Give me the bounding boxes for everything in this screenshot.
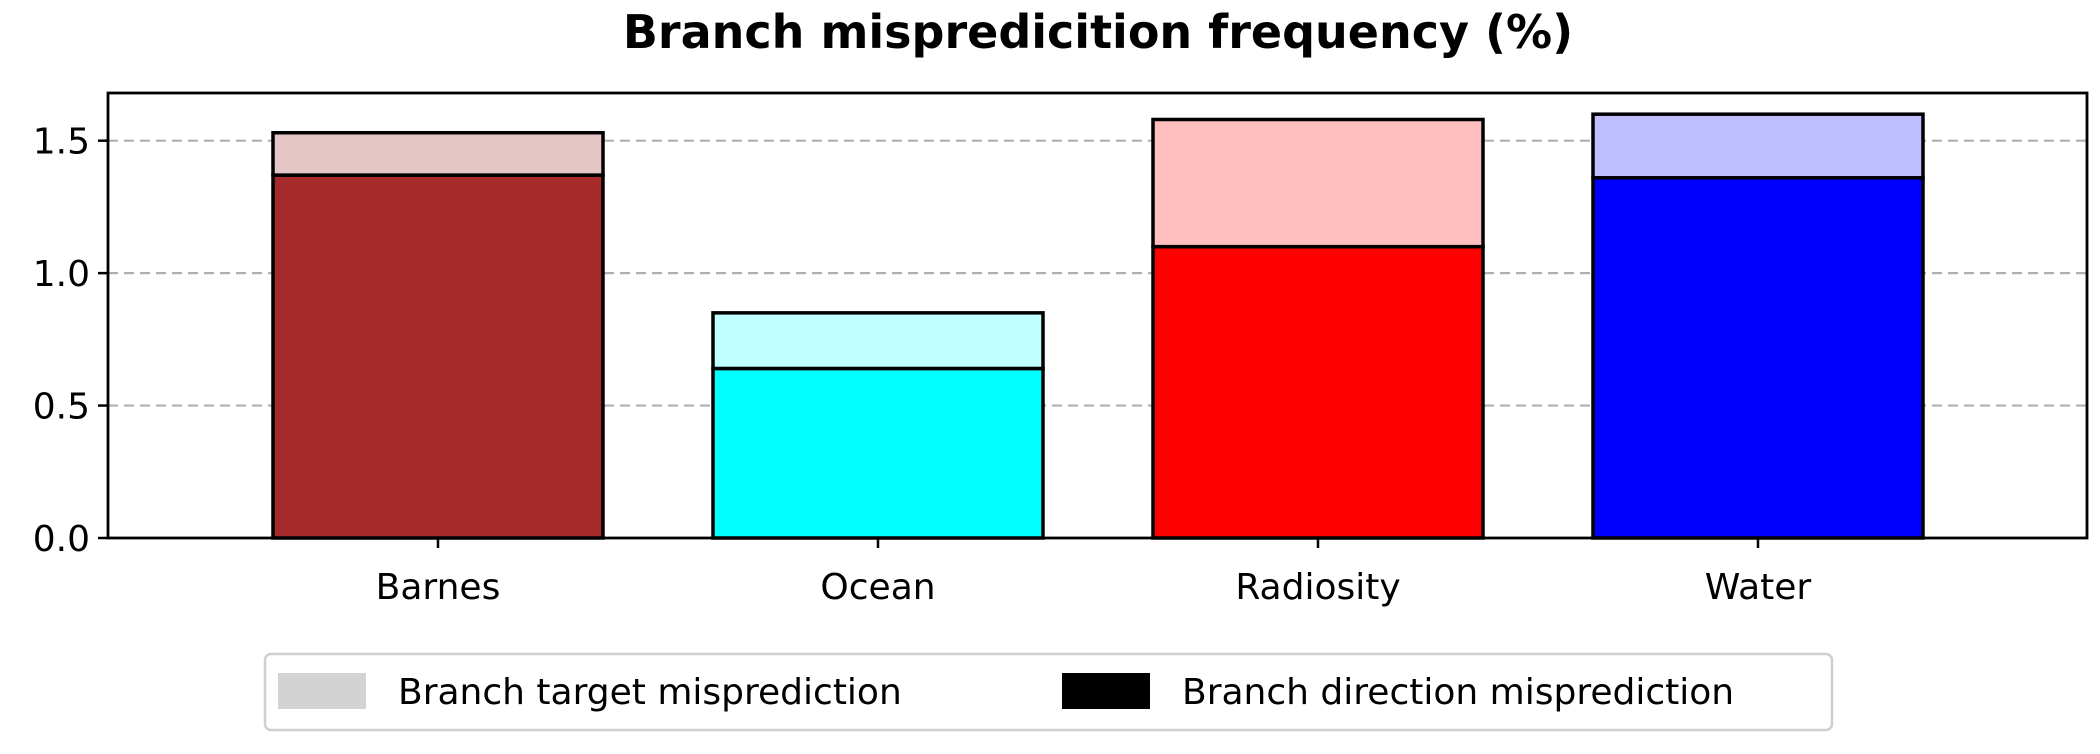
bar-water-target xyxy=(1591,112,1925,180)
bar-ocean-target xyxy=(711,311,1045,371)
bars-layer xyxy=(271,112,1925,540)
legend-swatch xyxy=(1062,673,1150,709)
axis-layer: 0.0 0.5 1.0 1.5 Barnes Ocean Radiosity Water xyxy=(33,91,2089,608)
bar-water-direction xyxy=(1591,176,1925,540)
legend-box xyxy=(263,652,1834,732)
x-tick-label: Radiosity xyxy=(1235,567,1400,608)
plot-frame xyxy=(106,91,2089,540)
legend: Branch target misprediction Branch direct… xyxy=(263,652,1834,732)
bar-barnes-direction xyxy=(271,173,605,540)
x-tick-label: Ocean xyxy=(820,567,935,608)
chart-title: Branch mispredicition frequency (%) xyxy=(623,5,1573,59)
y-tick-label: 1.0 xyxy=(33,254,90,295)
bar-radiosity-direction xyxy=(1151,244,1485,540)
legend-label: Branch target misprediction xyxy=(398,672,902,713)
legend-label: Branch direction misprediction xyxy=(1182,672,1734,713)
y-tick-label: 0.5 xyxy=(33,387,90,428)
legend-swatch xyxy=(278,673,366,709)
y-tick-label: 0.0 xyxy=(33,519,90,560)
bar-ocean-direction xyxy=(711,366,1045,540)
x-tick-label: Water xyxy=(1705,567,1812,608)
bar-radiosity-target xyxy=(1151,117,1485,249)
x-tick-label: Barnes xyxy=(376,567,501,608)
y-tick-label: 1.5 xyxy=(33,122,90,163)
bar-barnes-target xyxy=(271,130,605,177)
